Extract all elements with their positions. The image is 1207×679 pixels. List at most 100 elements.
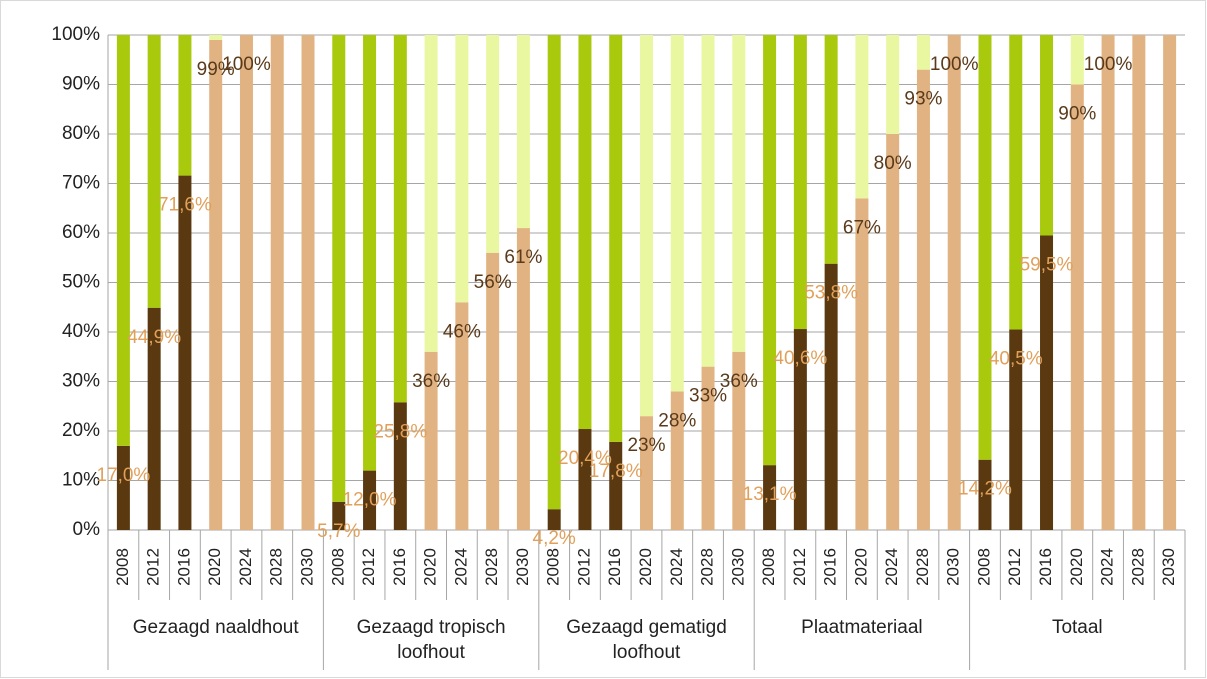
bar-segment: [793, 35, 807, 330]
bar-segment: [578, 429, 592, 530]
x-tick-label: 2030: [297, 548, 316, 586]
bar-segment: [701, 35, 715, 367]
bar-segment: [363, 35, 377, 471]
data-label: 61%: [504, 247, 542, 268]
data-label: 71,6%: [158, 195, 212, 216]
bar-segment: [486, 252, 500, 531]
bar-segment: [116, 445, 130, 530]
x-tick-label: 2028: [1128, 548, 1147, 586]
bar-segment: [578, 35, 592, 430]
x-tick-label: 2012: [144, 548, 163, 586]
y-tick-label: 50%: [62, 272, 100, 293]
x-tick-label: 2012: [790, 548, 809, 586]
data-label: 13,1%: [743, 484, 797, 505]
x-tick-label: 2016: [821, 548, 840, 586]
bar-segment: [116, 35, 130, 446]
bar-segment: [916, 35, 930, 70]
x-tick-label: 2030: [728, 548, 747, 586]
bar-segment: [763, 465, 777, 530]
y-tick-label: 60%: [62, 222, 100, 243]
data-label: 25,8%: [373, 421, 427, 442]
data-label: 46%: [443, 321, 481, 342]
bar-segment: [1009, 329, 1023, 530]
bar-segment: [547, 35, 561, 510]
x-tick-label: 2008: [544, 548, 563, 586]
data-label: 36%: [720, 371, 758, 392]
x-tick-label: 2012: [1005, 548, 1024, 586]
y-tick-label: 100%: [51, 24, 100, 45]
bar-segment: [701, 366, 715, 530]
data-label: 44,9%: [127, 327, 181, 348]
x-tick-label: 2016: [605, 548, 624, 586]
bar-segment: [178, 175, 192, 530]
bar-segment: [332, 35, 346, 502]
data-label: 40,5%: [989, 349, 1043, 370]
data-label: 100%: [1084, 54, 1133, 75]
x-tick-label: 2012: [574, 548, 593, 586]
x-tick-label: 2016: [1036, 548, 1055, 586]
group-label: Plaatmateriaal: [801, 617, 923, 638]
bar-segment: [455, 35, 469, 303]
x-tick-label: 2008: [113, 548, 132, 586]
data-label: 67%: [843, 217, 881, 238]
bar-segment: [640, 35, 653, 417]
x-tick-label: 2030: [1159, 548, 1178, 586]
data-label: 80%: [874, 153, 912, 174]
y-tick-label: 40%: [62, 321, 100, 342]
data-label: 99%: [197, 59, 235, 80]
bar-segment: [424, 35, 438, 352]
bar-segment: [516, 228, 530, 531]
data-label: 36%: [412, 371, 450, 392]
group-label: Totaal: [1051, 617, 1103, 638]
x-tick-label: 2028: [482, 548, 501, 586]
x-tick-label: 2024: [1098, 548, 1117, 586]
x-tick-label: 2028: [913, 548, 932, 586]
data-label: 100%: [930, 54, 979, 75]
bar-segment: [1070, 35, 1084, 85]
bar-segment: [1009, 35, 1023, 330]
x-tick-label: 2016: [174, 548, 193, 586]
x-tick-label: 2020: [1067, 548, 1086, 586]
data-label: 53,8%: [804, 283, 858, 304]
bar-segment: [301, 35, 315, 530]
x-tick-label: 2016: [390, 548, 409, 586]
bar-segment: [209, 35, 223, 40]
bar-segment: [1040, 235, 1054, 530]
bar-segment: [609, 35, 623, 442]
x-tick-label: 2012: [359, 548, 378, 586]
bar-segment: [763, 35, 777, 466]
data-label: 17,0%: [96, 465, 150, 486]
y-tick-label: 80%: [62, 123, 100, 144]
data-label: 23%: [627, 435, 665, 456]
bar-segment: [424, 351, 438, 530]
data-label: 33%: [689, 386, 727, 407]
x-tick-label: 2008: [759, 548, 778, 586]
y-tick-label: 90%: [62, 74, 100, 95]
x-tick-label: 2024: [882, 548, 901, 586]
group-label: Gezaagd tropisch loofhout: [356, 617, 506, 663]
data-label: 14,2%: [958, 479, 1012, 500]
x-tick-label: 2020: [851, 548, 870, 586]
x-tick-label: 2030: [944, 548, 963, 586]
bar-segment: [239, 35, 253, 530]
bar-segment: [886, 35, 900, 134]
bar-segment: [1040, 35, 1054, 236]
x-tick-label: 2024: [451, 548, 470, 586]
bar-segment: [147, 35, 161, 308]
bar-segment: [732, 35, 746, 352]
x-tick-label: 2008: [328, 548, 347, 586]
x-tick-label: 2008: [974, 548, 993, 586]
x-tick-label: 2020: [205, 548, 224, 586]
data-label: 56%: [474, 272, 512, 293]
data-label: 100%: [222, 54, 271, 75]
bar-segment: [1132, 35, 1146, 530]
data-label: 4,2%: [533, 528, 576, 549]
bar-segment: [363, 470, 377, 530]
bar-segment: [209, 39, 223, 530]
y-tick-label: 10%: [62, 470, 100, 491]
x-tick-label: 2030: [513, 548, 532, 586]
bar-segment: [393, 35, 407, 403]
